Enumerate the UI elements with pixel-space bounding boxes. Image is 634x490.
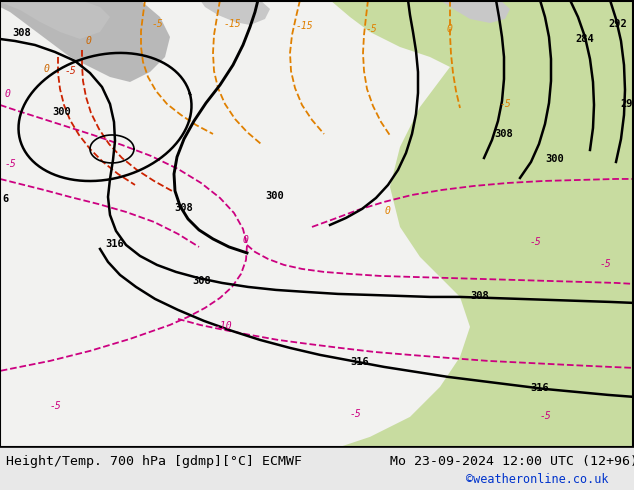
Text: -5: -5 [50, 401, 61, 411]
Text: 308: 308 [192, 276, 210, 286]
Text: Height/Temp. 700 hPa [gdmp][°C] ECMWF: Height/Temp. 700 hPa [gdmp][°C] ECMWF [6, 455, 302, 468]
Text: -5: -5 [530, 237, 541, 247]
Text: 292: 292 [608, 19, 627, 29]
Text: -5: -5 [500, 99, 512, 109]
Text: 284: 284 [575, 34, 594, 44]
Text: -5: -5 [65, 66, 77, 76]
Text: 316: 316 [530, 383, 549, 393]
Text: Mo 23-09-2024 12:00 UTC (12+96): Mo 23-09-2024 12:00 UTC (12+96) [390, 455, 634, 468]
Text: 6: 6 [2, 194, 8, 204]
Polygon shape [310, 0, 634, 447]
Text: 308: 308 [470, 291, 489, 301]
Polygon shape [545, 0, 634, 167]
Text: -15: -15 [224, 19, 242, 29]
Text: 300: 300 [265, 191, 284, 201]
Text: -5: -5 [366, 24, 378, 34]
Polygon shape [0, 0, 110, 39]
Polygon shape [200, 0, 270, 25]
Polygon shape [440, 0, 510, 23]
Text: -5: -5 [540, 411, 552, 421]
Text: 0: 0 [86, 36, 92, 46]
Text: 308: 308 [12, 28, 31, 38]
Text: 300: 300 [545, 154, 564, 164]
Text: 0: 0 [5, 89, 11, 99]
Text: 308: 308 [494, 129, 513, 139]
Polygon shape [0, 0, 170, 82]
Text: 316: 316 [350, 357, 369, 367]
Text: -5: -5 [152, 19, 164, 29]
Text: 308: 308 [174, 203, 193, 213]
Polygon shape [0, 0, 634, 447]
Polygon shape [0, 0, 634, 447]
Text: 292: 292 [620, 99, 634, 109]
Text: -10: -10 [215, 321, 233, 331]
Text: -5: -5 [600, 259, 612, 269]
Text: 0: 0 [385, 206, 391, 216]
Text: ©weatheronline.co.uk: ©weatheronline.co.uk [466, 473, 609, 487]
Text: 0: 0 [44, 64, 50, 74]
Polygon shape [560, 367, 634, 447]
Text: 0: 0 [447, 24, 453, 34]
Text: -15: -15 [296, 21, 314, 31]
Text: 300: 300 [52, 107, 71, 117]
Polygon shape [330, 0, 540, 87]
Text: 0: 0 [243, 235, 249, 245]
Text: 316: 316 [105, 239, 124, 249]
Text: -5: -5 [5, 159, 16, 169]
Text: -5: -5 [350, 409, 362, 419]
